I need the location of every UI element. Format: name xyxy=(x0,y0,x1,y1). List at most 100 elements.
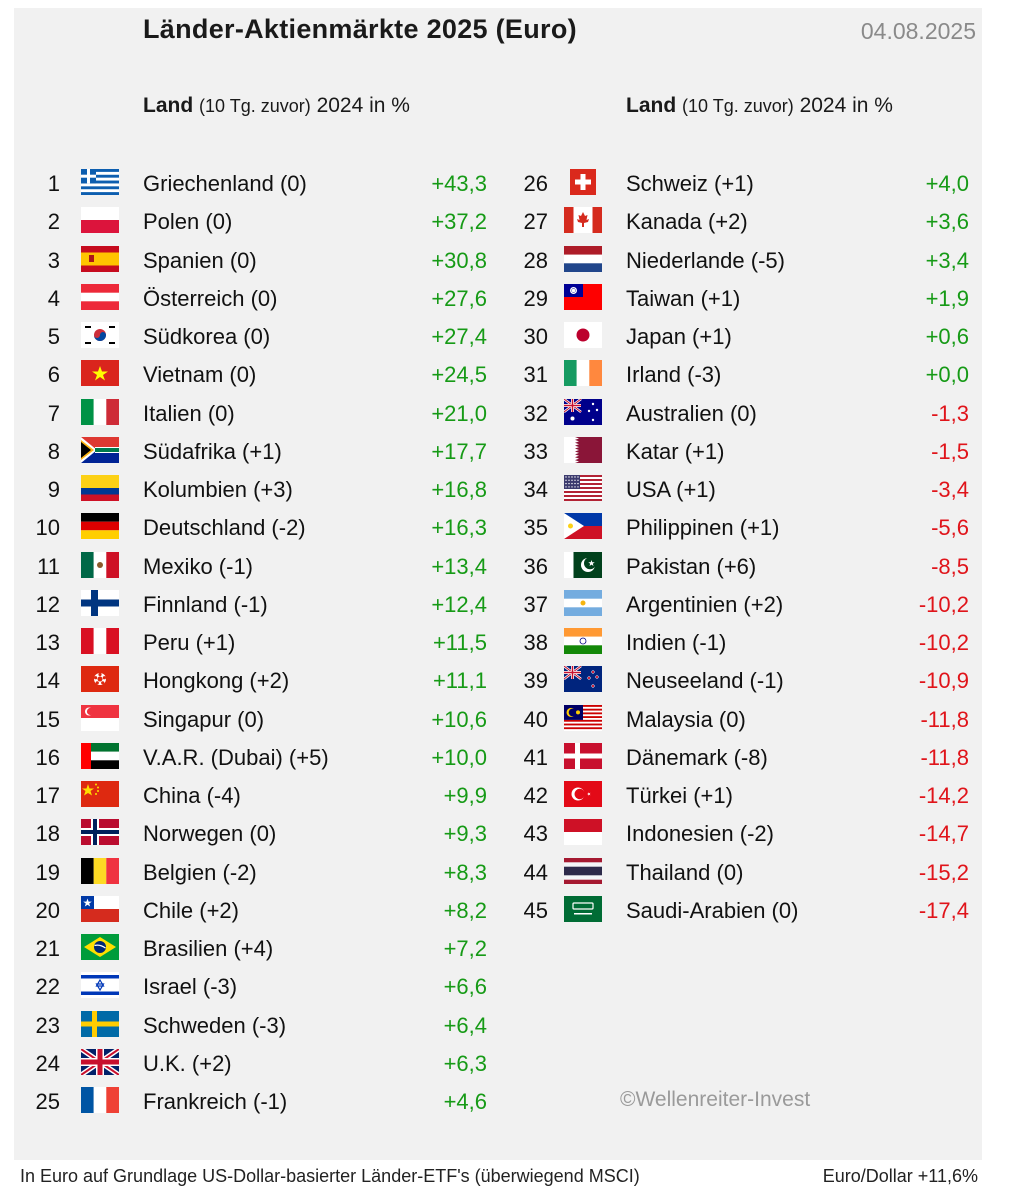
table-row: 45 Saudi-Arabien (0) -17,4 xyxy=(0,893,1010,929)
rank-number: 3 xyxy=(47,247,60,273)
table-row: 2 Polen (0) +37,2 xyxy=(0,204,1010,240)
table-row: 15 Singapur (0) +10,6 xyxy=(0,702,1010,738)
country-name: Kanada (+2) xyxy=(626,209,748,235)
table-row: 3 Spanien (0) +30,8 xyxy=(0,243,1010,279)
header-sub: (10 Tg. zuvor) xyxy=(682,96,794,116)
taiwan-flag xyxy=(564,283,602,310)
denmark-flag xyxy=(564,742,602,769)
rank-number: 2 xyxy=(47,209,60,235)
saudi-arabia-flag xyxy=(564,895,602,922)
switzerland-flag xyxy=(570,169,596,195)
table-row: 21 Brasilien (+4) +7,2 xyxy=(0,931,1010,967)
singapore-flag xyxy=(81,704,119,731)
country-name: Australien (0) xyxy=(626,400,757,426)
country-name: Niederlande (-5) xyxy=(626,247,785,273)
performance-value: +1,9 xyxy=(925,285,969,311)
performance-value: -14,2 xyxy=(918,783,969,808)
performance-value: +21,0 xyxy=(431,400,487,426)
rank-number: 24 xyxy=(35,1050,60,1076)
rank-number: 16 xyxy=(35,744,60,770)
rank-number: 28 xyxy=(523,247,548,273)
country-name: USA (+1) xyxy=(626,477,716,502)
table-row: 42 Türkei (+1) -14,2 xyxy=(0,778,1010,814)
table-row: 1 Griechenland (0) +43,3 xyxy=(0,166,1010,202)
germany-flag xyxy=(81,513,119,540)
performance-value: +17,7 xyxy=(431,438,487,464)
turkey-flag xyxy=(564,781,602,807)
performance-value: +12,4 xyxy=(431,591,487,617)
performance-value: -10,2 xyxy=(918,630,969,655)
rank-number: 43 xyxy=(523,821,548,847)
performance-value: -11,8 xyxy=(920,706,969,732)
rank-number: 15 xyxy=(35,706,60,732)
table-row: 38 Indien (-1) -10,2 xyxy=(0,625,1010,661)
rank-number: 44 xyxy=(523,859,548,885)
column-header-right: Land (10 Tg. zuvor) 2024 in % xyxy=(626,94,893,118)
country-name: Neuseeland (-1) xyxy=(626,668,784,694)
performance-value: +0,0 xyxy=(925,362,969,388)
table-row: 14 Hongkong (+2) +11,1 xyxy=(0,663,1010,699)
footer-exchange-rate: Euro/Dollar +11,6% xyxy=(822,1166,978,1186)
israel-flag xyxy=(81,972,119,999)
france-flag xyxy=(81,1087,119,1113)
table-row: 26 Schweiz (+1) +4,0 xyxy=(0,166,1010,202)
country-name: Schweden (-3) xyxy=(143,1012,287,1038)
performance-value: -10,2 xyxy=(918,591,969,617)
netherlands-flag xyxy=(564,245,602,272)
table-row: 22 Israel (-3) +6,6 xyxy=(0,969,1010,1005)
country-name: U.K. (+2) xyxy=(143,1050,232,1076)
header-land: Land xyxy=(143,94,194,117)
country-name: Israel (-3) xyxy=(143,974,238,1000)
poland-flag xyxy=(81,207,119,234)
country-name: Japan (+1) xyxy=(626,324,732,349)
rank-number: 33 xyxy=(523,438,548,464)
performance-value: -1,5 xyxy=(931,438,969,464)
rank-number: 12 xyxy=(35,591,60,617)
country-name: Frankreich (-1) xyxy=(143,1089,288,1114)
country-name: Hongkong (+2) xyxy=(143,668,290,694)
rank-number: 30 xyxy=(523,324,548,349)
thailand-flag xyxy=(564,857,602,884)
header-land: Land xyxy=(626,94,677,117)
table-row: 34 USA (+1) -3,4 xyxy=(0,472,1010,508)
country-name: Dänemark (-8) xyxy=(626,744,768,770)
country-name: Taiwan (+1) xyxy=(626,285,741,311)
country-name: Deutschland (-2) xyxy=(143,515,306,541)
south-korea-flag xyxy=(81,322,119,348)
performance-value: +3,4 xyxy=(925,247,969,273)
rank-number: 34 xyxy=(523,477,548,502)
performance-value: -3,4 xyxy=(931,477,969,502)
country-name: Brasilien (+4) xyxy=(143,936,274,961)
table-row: 18 Norwegen (0) +9,3 xyxy=(0,816,1010,852)
performance-value: +3,6 xyxy=(925,209,969,235)
table-row: 8 Südafrika (+1) +17,7 xyxy=(0,434,1010,470)
country-name: Argentinien (+2) xyxy=(626,591,784,617)
date-label: 04.08.2025 xyxy=(860,18,976,44)
table-row: 44 Thailand (0) -15,2 xyxy=(0,855,1010,891)
header-unit: 2024 in % xyxy=(316,94,410,117)
performance-value: -15,2 xyxy=(918,859,969,885)
country-name: Mexiko (-1) xyxy=(143,553,254,579)
country-name: Finnland (-1) xyxy=(143,591,268,617)
uae-flag xyxy=(81,742,119,769)
rank-number: 35 xyxy=(523,515,548,541)
rank-number: 8 xyxy=(47,438,60,464)
performance-value: +16,3 xyxy=(431,515,487,541)
country-name: Österreich (0) xyxy=(143,285,278,311)
country-name: Saudi-Arabien (0) xyxy=(626,897,799,923)
performance-value: +7,2 xyxy=(443,936,487,961)
performance-value: +10,6 xyxy=(431,706,487,732)
country-name: Türkei (+1) xyxy=(626,783,733,808)
rank-number: 11 xyxy=(37,553,60,579)
country-name: Spanien (0) xyxy=(143,247,257,273)
table-row: 6 Vietnam (0) +24,5 xyxy=(0,357,1010,393)
rank-number: 9 xyxy=(47,477,60,502)
country-name: China (-4) xyxy=(143,783,241,808)
rank-number: 19 xyxy=(35,859,60,885)
table-row: 20 Chile (+2) +8,2 xyxy=(0,893,1010,929)
performance-value: -17,4 xyxy=(918,897,969,923)
rank-number: 41 xyxy=(523,744,548,770)
rank-number: 10 xyxy=(35,515,60,541)
table-row: 32 Australien (0) -1,3 xyxy=(0,396,1010,432)
country-name: Indonesien (-2) xyxy=(626,821,774,847)
